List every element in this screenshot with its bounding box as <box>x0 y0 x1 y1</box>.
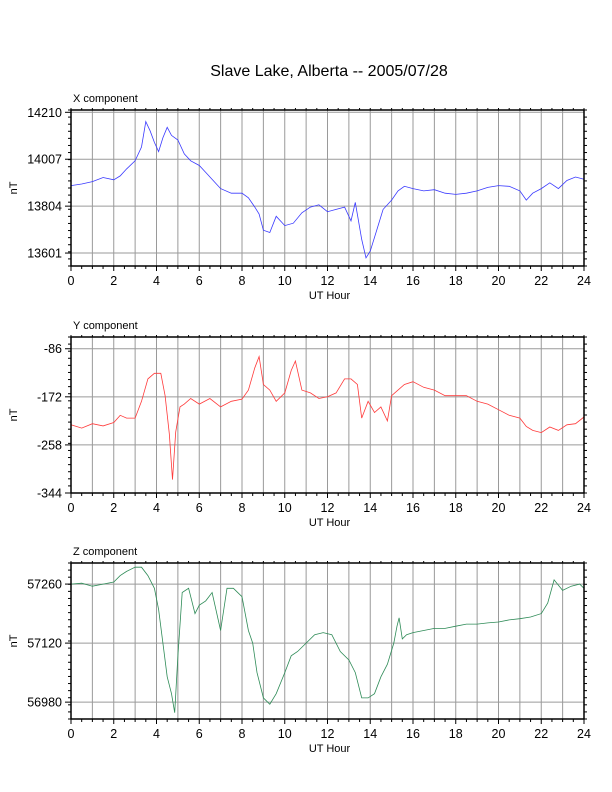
panel-title: X component <box>73 93 138 105</box>
y-axis-label: nT <box>8 408 20 421</box>
x-tick-label: 4 <box>153 274 160 288</box>
x-tick-label: 20 <box>492 501 506 515</box>
y-tick-label: -172 <box>37 390 62 404</box>
x-tick-label: 16 <box>406 727 420 741</box>
x-axis-label: UT Hour <box>309 290 351 302</box>
y-tick-label: 57260 <box>27 578 62 592</box>
x-tick-label: 10 <box>278 727 292 741</box>
x-tick-label: 8 <box>239 274 246 288</box>
x-tick-label: 0 <box>68 274 75 288</box>
x-tick-label: 4 <box>153 727 160 741</box>
x-tick-label: 12 <box>321 274 335 288</box>
x-tick-label: 2 <box>110 727 117 741</box>
x-tick-label: 2 <box>110 501 117 515</box>
y-tick-label: 56980 <box>27 696 62 710</box>
y-tick-label: 14007 <box>27 153 62 167</box>
x-axis-label: UT Hour <box>309 517 351 529</box>
y-axis-label: nT <box>8 181 20 194</box>
panel-title: Z component <box>73 546 137 558</box>
x-tick-label: 14 <box>363 274 377 288</box>
x-tick-label: 12 <box>321 727 335 741</box>
x-tick-label: 20 <box>492 727 506 741</box>
x-tick-label: 18 <box>449 727 463 741</box>
y-tick-label: 57120 <box>27 637 62 651</box>
x-tick-label: 24 <box>577 501 591 515</box>
x-tick-label: 6 <box>196 727 203 741</box>
y-tick-label: -344 <box>37 487 62 501</box>
x-tick-label: 20 <box>492 274 506 288</box>
x-tick-label: 10 <box>278 274 292 288</box>
x-tick-label: 18 <box>449 501 463 515</box>
x-axis-label: UT Hour <box>309 743 351 755</box>
y-tick-label: -86 <box>44 342 62 356</box>
x-tick-label: 22 <box>534 501 548 515</box>
y-tick-label: 14210 <box>27 106 62 120</box>
y-axis-label: nT <box>8 634 20 647</box>
x-tick-label: 0 <box>68 501 75 515</box>
x-tick-label: 16 <box>406 274 420 288</box>
x-tick-label: 8 <box>239 727 246 741</box>
series-line-z <box>70 566 585 713</box>
x-tick-label: 6 <box>196 501 203 515</box>
x-tick-label: 24 <box>577 727 591 741</box>
x-tick-label: 4 <box>153 501 160 515</box>
x-tick-label: 14 <box>363 727 377 741</box>
x-tick-label: 10 <box>278 501 292 515</box>
chart-title: Slave Lake, Alberta -- 2005/07/28 <box>210 63 448 80</box>
x-tick-label: 12 <box>321 501 335 515</box>
x-tick-label: 6 <box>196 274 203 288</box>
x-tick-label: 16 <box>406 501 420 515</box>
y-tick-label: 13601 <box>27 247 62 261</box>
y-tick-label: 13804 <box>27 200 62 214</box>
x-tick-label: 22 <box>534 274 548 288</box>
x-tick-label: 0 <box>68 727 75 741</box>
x-tick-label: 22 <box>534 727 548 741</box>
series-line-y <box>70 355 585 480</box>
x-tick-label: 24 <box>577 274 591 288</box>
series-line-x <box>70 120 585 259</box>
y-tick-label: -258 <box>37 438 62 452</box>
panel-title: Y component <box>73 320 138 332</box>
x-tick-label: 18 <box>449 274 463 288</box>
x-tick-label: 8 <box>239 501 246 515</box>
x-tick-label: 2 <box>110 274 117 288</box>
x-tick-label: 14 <box>363 501 377 515</box>
